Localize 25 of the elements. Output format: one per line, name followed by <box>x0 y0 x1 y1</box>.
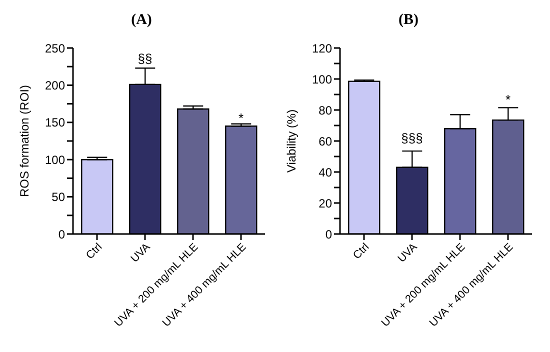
y-tick-label: 40 <box>318 165 332 180</box>
y-tick-label: 60 <box>318 134 332 148</box>
y-tick-label: 250 <box>44 41 66 56</box>
chart-title: (B) <box>398 12 420 29</box>
annotation: §§§ <box>401 130 423 146</box>
chart-title: (A) <box>130 12 153 29</box>
x-tick-label: Ctrl <box>351 241 372 262</box>
y-tick-label: 0 <box>58 227 66 242</box>
y-axis-title: Viability (%) <box>284 109 298 173</box>
y-tick-label: 20 <box>318 196 332 210</box>
y-tick-label: 120 <box>312 41 332 56</box>
x-tick-label: UVA <box>128 240 154 266</box>
y-tick-label: 200 <box>44 78 66 92</box>
x-tick-label: UVA <box>396 240 420 266</box>
annotation: * <box>238 110 244 126</box>
x-tick-label: Ctrl <box>84 241 105 262</box>
y-tick-label: 150 <box>44 116 66 130</box>
annotation: §§ <box>138 51 152 66</box>
y-tick-label: 100 <box>44 152 66 167</box>
annotation: * <box>505 92 511 107</box>
y-axis-title: ROS formation (ROI) <box>17 84 32 198</box>
y-tick-label: 0 <box>325 227 332 242</box>
y-tick-label: 80 <box>318 103 332 118</box>
y-tick-label: 50 <box>52 190 66 204</box>
y-tick-label: 100 <box>312 72 332 86</box>
